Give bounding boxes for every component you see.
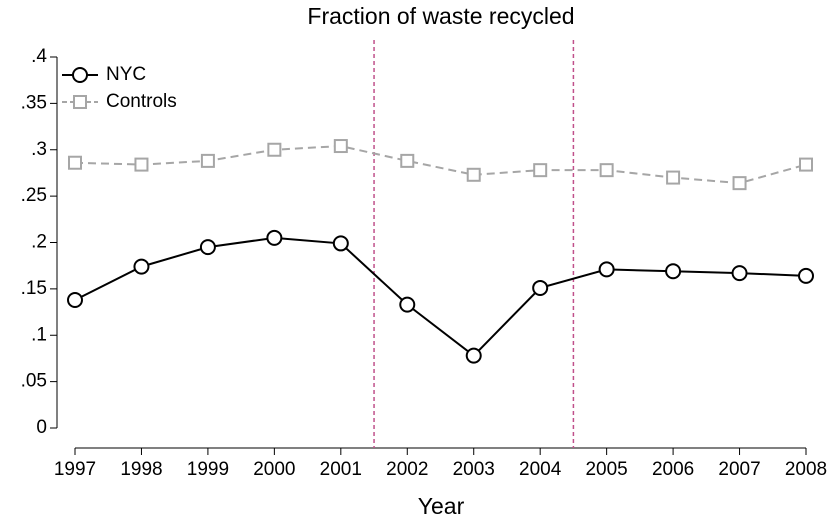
data-point [533,163,548,178]
data-point [466,167,481,182]
data-point [465,347,482,364]
y-tick-label: .05 [21,371,47,392]
data-point [731,265,748,282]
data-point [333,139,348,154]
series-line [74,236,807,357]
x-tick-label: 1998 [120,459,162,480]
y-tick-label: .35 [21,92,47,113]
data-point [732,176,747,191]
data-point [267,142,282,157]
data-point [200,153,215,168]
legend-label: Controls [106,91,177,112]
legend-marker [72,67,88,83]
data-point [133,258,150,275]
x-tick-label: 2006 [652,459,694,480]
y-tick-label: .15 [21,278,47,299]
y-tick-label: .4 [31,46,47,67]
x-tick-label: 2000 [253,459,295,480]
data-point [599,163,614,178]
y-tick-label: .25 [21,185,47,206]
x-tick-label: 2001 [320,459,362,480]
data-point [266,229,283,246]
x-tick-label: 2004 [519,459,562,480]
x-tick-label: 2002 [386,459,428,480]
data-point [598,261,615,278]
y-tick-label: .1 [31,324,47,345]
data-point [532,279,549,296]
data-point [799,157,813,172]
x-tick-label: 1997 [54,459,96,480]
x-tick-label: 2003 [453,459,495,480]
x-tick-label: 2005 [585,459,627,480]
data-point [199,239,216,256]
data-point [134,157,149,172]
legend-marker [73,95,87,109]
y-tick-label: .3 [31,139,47,160]
data-point [332,235,349,252]
y-tick-label: .2 [31,232,47,253]
x-tick-label: 1999 [187,459,229,480]
data-point [666,170,681,185]
data-point [400,153,415,168]
x-tick-label: 2007 [718,459,760,480]
legend-label: NYC [106,64,146,85]
data-point [67,292,83,309]
x-axis-label: Year [418,493,465,519]
data-point [798,267,814,284]
data-point [68,155,82,170]
series-line [74,145,807,185]
x-tick-label: 2008 [785,459,827,480]
chart-title: Fraction of waste recycled [307,3,574,29]
data-point [665,263,682,280]
data-point [399,296,416,313]
y-tick-label: 0 [36,417,47,438]
